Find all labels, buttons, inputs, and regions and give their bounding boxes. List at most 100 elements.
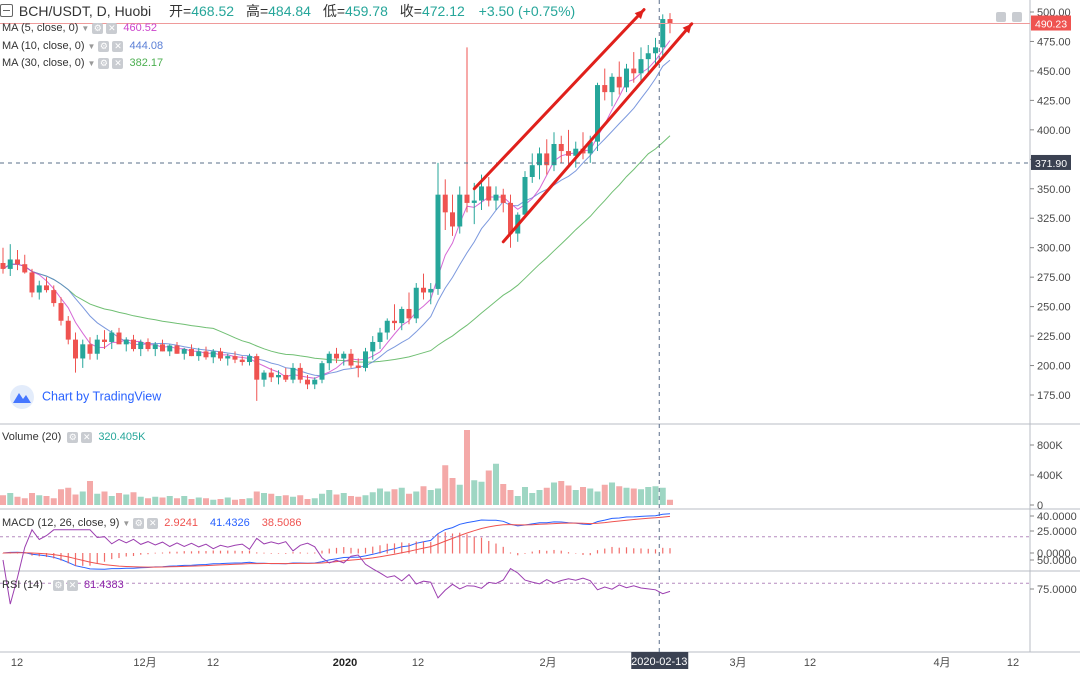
settings-icon[interactable]: ⚙ bbox=[98, 57, 110, 69]
open-label: 开 bbox=[169, 3, 184, 19]
volume-bar bbox=[130, 492, 137, 505]
volume-bar bbox=[181, 496, 188, 505]
candle-body bbox=[73, 339, 78, 359]
chevron-down-icon[interactable]: ▼ bbox=[122, 519, 131, 528]
y-tick-label: 400K bbox=[1037, 470, 1063, 482]
volume-bar bbox=[246, 498, 253, 505]
candle-body bbox=[297, 367, 303, 380]
candle-body bbox=[0, 263, 6, 269]
candle-body bbox=[15, 259, 20, 265]
volume-bar bbox=[319, 493, 325, 505]
volume-bar bbox=[217, 499, 224, 505]
lower-trend-arrow bbox=[501, 22, 694, 244]
candle-body bbox=[160, 344, 165, 352]
volume-bar bbox=[58, 489, 64, 505]
open-value: 468.52 bbox=[191, 3, 235, 19]
candle-body bbox=[573, 148, 579, 156]
volume-bar bbox=[203, 498, 209, 505]
upper-trend-arrow bbox=[472, 8, 646, 191]
rsi-legend[interactable]: RSI (14) ⚙ ✕ 81.4383 bbox=[2, 579, 124, 591]
collapse-icon[interactable] bbox=[0, 4, 13, 17]
volume-bar bbox=[87, 481, 93, 505]
volume-bar bbox=[174, 498, 180, 505]
x-tick-label: 3月 bbox=[729, 657, 746, 669]
x-tick-label: 12月 bbox=[133, 657, 156, 669]
volume-bar bbox=[224, 497, 231, 505]
candle-body bbox=[537, 153, 542, 166]
volume-bar bbox=[384, 491, 391, 505]
ma30-value: 382.17 bbox=[129, 57, 164, 69]
ma10-legend[interactable]: MA (10, close, 0) ▼ ⚙ ✕ 444.08 bbox=[2, 40, 163, 52]
candle-body bbox=[464, 194, 470, 203]
candle-body bbox=[558, 143, 564, 152]
candle-body bbox=[522, 176, 528, 215]
high-label: 高 bbox=[245, 3, 260, 19]
candle-body bbox=[645, 53, 651, 60]
volume-bar bbox=[21, 498, 28, 505]
low-label: 低 bbox=[322, 3, 337, 19]
settings-icon[interactable]: ⚙ bbox=[52, 579, 64, 591]
candle-body bbox=[22, 264, 28, 273]
chevron-down-icon[interactable]: ▼ bbox=[87, 42, 96, 51]
tradingview-branding[interactable]: Chart by TradingView bbox=[10, 385, 161, 409]
candle-body bbox=[181, 349, 187, 354]
candle-body bbox=[225, 356, 231, 359]
candle-body bbox=[529, 165, 535, 177]
y-tick-label: 50.0000 bbox=[1037, 555, 1077, 567]
close-icon[interactable]: ✕ bbox=[81, 431, 93, 443]
close-icon[interactable]: ✕ bbox=[112, 40, 124, 52]
close-icon[interactable]: ✕ bbox=[112, 57, 124, 69]
close-icon[interactable]: ✕ bbox=[147, 517, 159, 529]
candle-body bbox=[486, 186, 492, 201]
change-value: +3.50 (+0.75%) bbox=[478, 3, 576, 19]
volume-bar bbox=[239, 499, 246, 505]
close-icon[interactable]: ✕ bbox=[66, 579, 78, 591]
x-tick-label: 2020 bbox=[333, 657, 357, 669]
symbol-title[interactable]: BCH/USDT, D, Huobi bbox=[18, 3, 152, 19]
settings-icon[interactable]: ⚙ bbox=[67, 431, 79, 443]
chevron-down-icon[interactable]: ▼ bbox=[81, 24, 90, 33]
pane-maximize-icon[interactable] bbox=[996, 12, 1006, 22]
volume-bar bbox=[72, 494, 79, 505]
settings-icon[interactable]: ⚙ bbox=[98, 40, 110, 52]
volume-bar bbox=[464, 430, 470, 505]
candle-body bbox=[152, 344, 158, 350]
settings-icon[interactable]: ⚙ bbox=[92, 22, 104, 34]
candle-body bbox=[116, 332, 122, 345]
candle-body bbox=[587, 141, 593, 154]
volume-legend[interactable]: Volume (20) ⚙ ✕ 320.405K bbox=[2, 431, 145, 443]
candle-body bbox=[312, 379, 318, 385]
y-tick-label: 400.00 bbox=[1037, 125, 1071, 137]
x-tick-label: 12 bbox=[1007, 657, 1019, 669]
volume-bar bbox=[478, 481, 485, 505]
y-tick-label: 250.00 bbox=[1037, 302, 1071, 314]
volume-bar bbox=[471, 480, 478, 505]
volume-bar bbox=[232, 499, 238, 505]
ma5-legend[interactable]: MA (5, close, 0) ▼ ⚙ ✕ 460.52 bbox=[2, 22, 157, 34]
macd-legend[interactable]: MACD (12, 26, close, 9) ▼ ⚙ ✕ 2.9241 41.4326 3… bbox=[2, 517, 301, 529]
candle-body bbox=[355, 365, 361, 368]
close-icon[interactable]: ✕ bbox=[106, 22, 118, 34]
candle-body bbox=[189, 349, 194, 357]
chevron-down-icon[interactable]: ▼ bbox=[87, 59, 96, 68]
pane-close-icon[interactable] bbox=[1012, 12, 1022, 22]
volume-bar bbox=[558, 481, 565, 505]
y-tick-label: 200.00 bbox=[1037, 361, 1071, 373]
x-tick-label: 12 bbox=[11, 657, 23, 669]
volume-bar bbox=[580, 487, 586, 505]
ma30-legend[interactable]: MA (30, close, 0) ▼ ⚙ ✕ 382.17 bbox=[2, 57, 163, 69]
volume-bar bbox=[529, 493, 536, 505]
candle-body bbox=[508, 202, 513, 234]
volume-bar bbox=[50, 498, 57, 505]
ma30-label: MA (30, close, 0) bbox=[2, 57, 85, 69]
volume-bar bbox=[449, 478, 456, 505]
candle-body bbox=[602, 85, 608, 93]
volume-bar bbox=[137, 496, 144, 505]
settings-icon[interactable]: ⚙ bbox=[133, 517, 145, 529]
macd-signal-line bbox=[2, 515, 671, 568]
candle-body bbox=[247, 356, 252, 363]
ma10-value: 444.08 bbox=[129, 40, 164, 52]
volume-bar bbox=[123, 494, 130, 505]
candle-body bbox=[210, 351, 216, 358]
